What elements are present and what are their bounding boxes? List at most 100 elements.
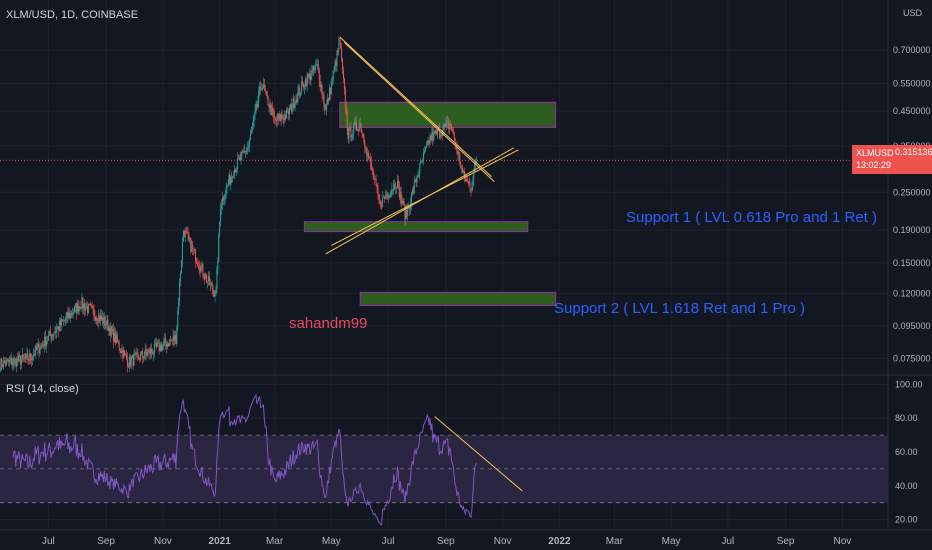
candle-body [19, 355, 21, 357]
candle-body [166, 343, 168, 347]
rsi-band [0, 434, 888, 504]
candle-body [251, 126, 253, 131]
candle-body [115, 335, 117, 344]
candle-body [107, 319, 109, 331]
trendline[interactable] [339, 36, 492, 177]
candle-body [284, 114, 286, 120]
candle-body [406, 210, 408, 217]
candle-body [275, 119, 277, 121]
candle-body [403, 200, 405, 206]
support2-note[interactable]: Support 2 ( LVL 1.618 Ret and 1 Pro ) [554, 300, 805, 317]
candle-body [324, 104, 326, 110]
candle-body [303, 87, 305, 88]
candle-body [434, 131, 436, 133]
candle-body [354, 124, 356, 125]
price-tick-label: 0.250000 [893, 187, 931, 197]
candle-body [237, 158, 239, 160]
candle-body [265, 91, 267, 92]
candle-body [121, 349, 123, 353]
candle-body [19, 356, 21, 365]
candle-body [233, 176, 235, 178]
candle-body [34, 346, 36, 356]
candle-body [342, 59, 344, 71]
candle-body [374, 178, 376, 180]
candle-body [419, 163, 421, 175]
candle-body [106, 319, 108, 325]
candle-body [235, 168, 237, 173]
candle-body [311, 70, 313, 77]
candle-body [6, 359, 8, 361]
candle-body [194, 248, 196, 250]
candle-body [217, 261, 219, 270]
candle-body [52, 334, 54, 336]
candle-body [33, 354, 35, 357]
candle-body [288, 110, 290, 115]
candle-body [170, 339, 172, 341]
zone-rect[interactable] [303, 221, 529, 233]
candle-body [196, 262, 198, 265]
rsi-trendline[interactable] [434, 416, 523, 492]
price-tick-label: 0.120000 [893, 289, 931, 299]
candle-body [171, 339, 173, 341]
candle-body [382, 197, 384, 198]
candle-body [328, 98, 330, 101]
candle-body [32, 356, 34, 360]
candle-body [269, 103, 271, 108]
candle-body [308, 73, 310, 77]
candle-body [147, 351, 149, 356]
candle-body [95, 317, 97, 321]
candle-body [314, 69, 316, 71]
candle-body [48, 331, 50, 336]
candle-body [36, 346, 38, 350]
candle-body [209, 283, 211, 285]
candle-body [0, 370, 1, 371]
candle-body [96, 317, 98, 321]
support1-note[interactable]: Support 1 ( LVL 0.618 Pro and 1 Ret ) [626, 209, 877, 226]
candle-body [456, 146, 458, 154]
candle-body [127, 366, 129, 368]
trendline[interactable] [331, 149, 519, 246]
candle-body [225, 187, 227, 195]
candle-body [9, 359, 11, 361]
candle-body [382, 197, 384, 207]
candle-body [246, 150, 248, 153]
rsi-title[interactable]: RSI (14, close) [6, 383, 79, 395]
candle-body [277, 114, 279, 119]
candle-body [195, 261, 197, 263]
zone-rect[interactable] [359, 291, 557, 307]
candle-body [366, 152, 368, 156]
candle-body [224, 194, 226, 200]
candle-body [275, 118, 277, 120]
candle-body [249, 134, 251, 141]
candle-body [160, 344, 162, 351]
candle-body [230, 177, 232, 185]
candle-body [112, 329, 114, 332]
candle-body [401, 201, 403, 204]
candle-body [341, 48, 343, 60]
candle-body [201, 263, 203, 266]
candle-body [53, 333, 55, 336]
candle-body [450, 124, 452, 130]
candle-body [81, 297, 83, 309]
candle-body [180, 273, 182, 282]
candle-body [248, 140, 250, 146]
candle-body [3, 360, 5, 368]
candle-body [285, 114, 287, 119]
candle-body [292, 98, 294, 108]
candle-body [412, 190, 414, 193]
candle-body [206, 274, 208, 282]
candle-body [394, 183, 396, 189]
candle-body [17, 358, 19, 362]
candle-body [276, 114, 278, 121]
candle-body [257, 101, 259, 107]
candle-body [174, 335, 176, 341]
trendline[interactable] [344, 42, 495, 183]
symbol-title[interactable]: XLM/USD, 1D, COINBASE [6, 9, 139, 21]
candle-body [154, 343, 156, 344]
trendlines[interactable] [325, 36, 523, 492]
candle-body [337, 50, 339, 52]
candle-body [140, 351, 142, 354]
candle-body [300, 92, 302, 95]
candle-body [355, 122, 357, 125]
